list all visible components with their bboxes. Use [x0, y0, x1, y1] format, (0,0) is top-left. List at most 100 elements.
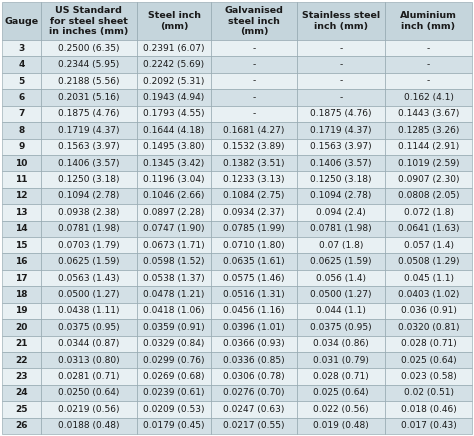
Text: US Standard
for steel sheet
in inches (mm): US Standard for steel sheet in inches (m… [49, 6, 128, 36]
Text: Galvanised
steel inch
(mm): Galvanised steel inch (mm) [225, 6, 283, 36]
Bar [297, 89, 385, 106]
Text: Stainless steel
inch (mm): Stainless steel inch (mm) [302, 11, 380, 31]
Bar [41, 2, 137, 40]
Bar [137, 122, 211, 139]
Text: 0.0703 (1.79): 0.0703 (1.79) [58, 241, 119, 250]
Bar [385, 418, 472, 434]
Text: 0.0188 (0.48): 0.0188 (0.48) [58, 421, 119, 430]
Text: 0.1094 (2.78): 0.1094 (2.78) [310, 191, 372, 201]
Text: 0.0575 (1.46): 0.0575 (1.46) [223, 273, 285, 283]
Bar [385, 286, 472, 303]
Bar [137, 89, 211, 106]
Bar [137, 204, 211, 221]
Bar [137, 286, 211, 303]
Text: 23: 23 [15, 372, 27, 381]
Text: 0.1345 (3.42): 0.1345 (3.42) [144, 159, 205, 167]
Bar [2, 171, 41, 188]
Bar [41, 89, 137, 106]
Text: 0.1144 (2.91): 0.1144 (2.91) [398, 142, 459, 151]
Text: 0.0219 (0.56): 0.0219 (0.56) [58, 405, 119, 414]
Bar [137, 106, 211, 122]
Text: 0.1285 (3.26): 0.1285 (3.26) [398, 126, 459, 135]
Bar [2, 106, 41, 122]
Bar [297, 204, 385, 221]
Bar [2, 204, 41, 221]
Text: 7: 7 [18, 109, 25, 119]
Text: 0.0808 (2.05): 0.0808 (2.05) [398, 191, 459, 201]
Bar [2, 401, 41, 418]
Text: 22: 22 [15, 356, 27, 364]
Text: -: - [427, 44, 430, 53]
Text: -: - [339, 77, 343, 85]
Bar [211, 401, 297, 418]
Bar [211, 73, 297, 89]
Text: 0.044 (1.1): 0.044 (1.1) [316, 307, 366, 315]
Text: 0.2188 (5.56): 0.2188 (5.56) [58, 77, 119, 85]
Text: 0.1233 (3.13): 0.1233 (3.13) [223, 175, 285, 184]
Bar [297, 303, 385, 319]
Bar [297, 237, 385, 253]
Text: 0.022 (0.56): 0.022 (0.56) [313, 405, 369, 414]
Text: 0.0375 (0.95): 0.0375 (0.95) [58, 323, 119, 332]
Text: 9: 9 [18, 142, 25, 151]
Bar [297, 106, 385, 122]
Text: -: - [339, 60, 343, 69]
Bar [137, 319, 211, 335]
Text: 0.0897 (2.28): 0.0897 (2.28) [143, 208, 205, 217]
Text: 0.1443 (3.67): 0.1443 (3.67) [398, 109, 459, 119]
Bar [211, 303, 297, 319]
Bar [2, 335, 41, 352]
Text: 0.2500 (6.35): 0.2500 (6.35) [58, 44, 119, 53]
Bar [2, 418, 41, 434]
Text: 0.0403 (1.02): 0.0403 (1.02) [398, 290, 459, 299]
Text: 0.1196 (3.04): 0.1196 (3.04) [143, 175, 205, 184]
Bar [297, 139, 385, 155]
Text: 0.1793 (4.55): 0.1793 (4.55) [143, 109, 205, 119]
Text: 0.0375 (0.95): 0.0375 (0.95) [310, 323, 372, 332]
Bar [211, 270, 297, 286]
Text: 20: 20 [15, 323, 27, 332]
Text: 19: 19 [15, 307, 27, 315]
Text: 0.1875 (4.76): 0.1875 (4.76) [58, 109, 119, 119]
Bar [211, 56, 297, 73]
Text: 0.0438 (1.11): 0.0438 (1.11) [58, 307, 119, 315]
Text: 0.0516 (1.31): 0.0516 (1.31) [223, 290, 285, 299]
Bar [385, 303, 472, 319]
Text: 0.031 (0.79): 0.031 (0.79) [313, 356, 369, 364]
Text: 0.2031 (5.16): 0.2031 (5.16) [58, 93, 119, 102]
Text: 0.1250 (3.18): 0.1250 (3.18) [58, 175, 119, 184]
Bar [41, 352, 137, 368]
Text: 0.0673 (1.71): 0.0673 (1.71) [143, 241, 205, 250]
Bar [385, 40, 472, 56]
Text: 24: 24 [15, 388, 27, 398]
Bar [385, 368, 472, 385]
Bar [385, 335, 472, 352]
Text: 25: 25 [15, 405, 27, 414]
Text: 26: 26 [15, 421, 27, 430]
Bar [211, 237, 297, 253]
Text: -: - [339, 44, 343, 53]
Bar [41, 40, 137, 56]
Text: 0.1382 (3.51): 0.1382 (3.51) [223, 159, 285, 167]
Text: 0.0641 (1.63): 0.0641 (1.63) [398, 224, 459, 233]
Bar [297, 270, 385, 286]
Bar [41, 204, 137, 221]
Bar [211, 2, 297, 40]
Bar [137, 171, 211, 188]
Text: 0.0598 (1.52): 0.0598 (1.52) [143, 257, 205, 266]
Text: 12: 12 [15, 191, 27, 201]
Bar [385, 253, 472, 270]
Text: 4: 4 [18, 60, 25, 69]
Bar [385, 106, 472, 122]
Text: -: - [252, 60, 255, 69]
Text: 17: 17 [15, 273, 27, 283]
Bar [137, 352, 211, 368]
Text: 0.07 (1.8): 0.07 (1.8) [319, 241, 363, 250]
Text: 0.0336 (0.85): 0.0336 (0.85) [223, 356, 285, 364]
Bar [41, 73, 137, 89]
Bar [297, 155, 385, 171]
Bar [2, 286, 41, 303]
Text: 0.0359 (0.91): 0.0359 (0.91) [143, 323, 205, 332]
Text: 0.1563 (3.97): 0.1563 (3.97) [310, 142, 372, 151]
Text: 11: 11 [15, 175, 27, 184]
